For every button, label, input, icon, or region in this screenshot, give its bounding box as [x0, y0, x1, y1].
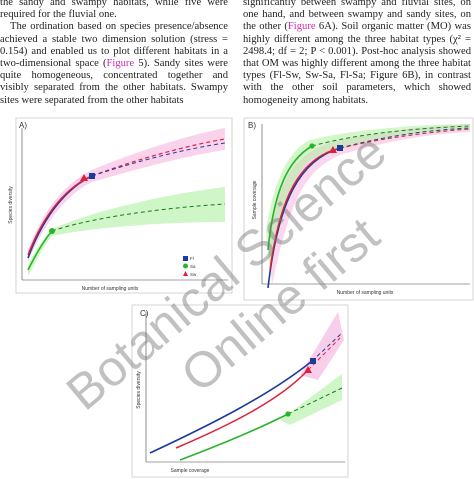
legend-key	[183, 263, 188, 269]
text: The ordination based on species presence…	[0, 21, 228, 70]
paragraph: The ordination based on species presence…	[0, 21, 228, 106]
marker	[310, 358, 316, 364]
axis-label: Number of sampling units	[82, 286, 139, 292]
right-column: significantly between swampy and fluvial…	[243, 0, 471, 107]
marker	[80, 174, 88, 181]
band	[28, 128, 225, 262]
marker	[337, 145, 343, 151]
curve	[149, 360, 313, 454]
paragraph: the sandy and swampy habitats, while fiv…	[0, 0, 228, 21]
marker	[89, 173, 95, 179]
curve	[307, 337, 341, 371]
legend-key	[183, 271, 188, 276]
legend-key	[183, 256, 188, 261]
curve	[51, 203, 226, 232]
curve	[339, 127, 471, 149]
marker	[309, 143, 315, 149]
legend-entry: Sw	[190, 272, 197, 277]
axis-label: Sample coverage	[252, 180, 258, 219]
axis-label: Number of sampling units	[337, 290, 394, 296]
band	[28, 187, 225, 276]
figure-ref[interactable]: Figure	[287, 21, 316, 33]
marker	[304, 366, 312, 373]
paragraph: significantly between swampy and fluvial…	[243, 0, 471, 107]
curve	[269, 149, 334, 271]
marker	[329, 146, 337, 153]
marker	[285, 411, 291, 417]
axis-label: Species diversity	[8, 186, 14, 224]
legend-entry: Sa	[190, 264, 196, 269]
text: 6A). Soil organic matter (MO) was highly…	[243, 21, 471, 106]
curve	[175, 369, 309, 449]
axis-label: Species diversity	[136, 371, 142, 409]
curve	[287, 387, 343, 415]
text: 5). Sandy sites were quite homogeneous, …	[0, 58, 229, 106]
left-column: the sandy and swampy habitats, while fiv…	[0, 0, 228, 107]
marker	[49, 228, 55, 234]
band	[268, 124, 470, 285]
panel-label: B)	[248, 121, 256, 130]
curve	[91, 138, 226, 177]
legend-entry: Fl	[190, 256, 194, 261]
curve	[332, 128, 471, 151]
panel-label: A)	[19, 121, 27, 130]
figure-ref[interactable]: Figure	[106, 58, 135, 70]
curve	[179, 413, 289, 461]
curve	[267, 145, 313, 251]
curve	[311, 125, 471, 147]
band	[280, 374, 342, 425]
curve	[91, 142, 226, 177]
text: significantly between swampy and fluvial…	[243, 0, 471, 33]
panel-label: C)	[140, 309, 149, 318]
axis-label: Sample coverage	[171, 468, 210, 474]
panel-frame	[131, 304, 349, 478]
